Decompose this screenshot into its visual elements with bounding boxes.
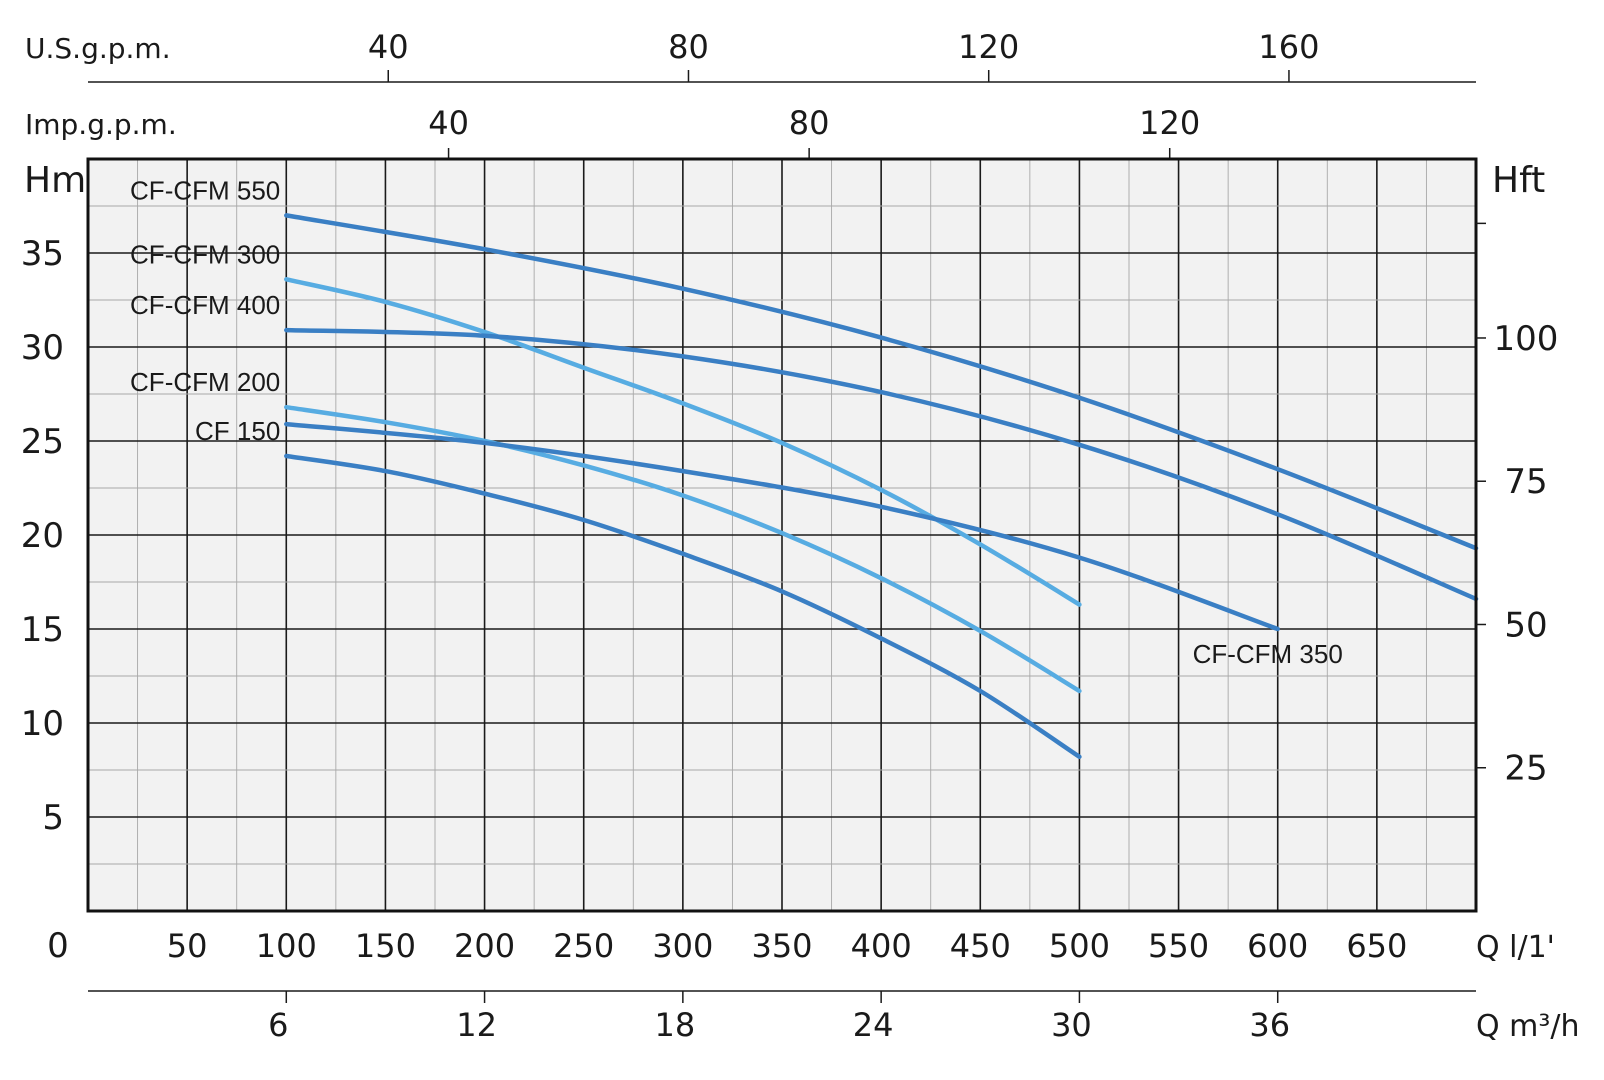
curve-cf-cfm-200	[284, 404, 1082, 694]
series-label-cf-cfm-300: CF-CFM 300	[130, 239, 280, 269]
q-lmin-tick-label: 600	[1247, 927, 1308, 965]
grid-lines	[88, 159, 1476, 911]
series-label-cf-cfm-200: CF-CFM 200	[130, 367, 280, 397]
imp-gpm-axis-label: Imp.g.p.m.	[25, 108, 177, 141]
imp-gpm-tick-label: 80	[789, 104, 830, 142]
q-m3h-tick-label: 12	[456, 1006, 497, 1044]
hm-tick-label: 30	[21, 328, 64, 368]
us-gpm-tick-label: 120	[958, 28, 1019, 66]
q-lmin-tick-label: 250	[553, 927, 614, 965]
q-lmin-tick-label: 100	[256, 927, 317, 965]
q-lmin-tick-label: 350	[751, 927, 812, 965]
curve-cf-cfm-550	[284, 213, 1479, 551]
pump-curves	[284, 213, 1479, 760]
hft-tick-label: 75	[1504, 462, 1547, 502]
q-lmin-axis-label: Q l/1'	[1476, 930, 1555, 965]
q-m3h-tick-label: 6	[268, 1006, 288, 1044]
series-label-cf-cfm-550: CF-CFM 550	[130, 175, 280, 205]
curve-cf-150	[284, 453, 1082, 760]
us-gpm-tick-label: 160	[1258, 28, 1319, 66]
q-lmin-tick-label: 550	[1148, 927, 1209, 965]
hm-axis-label: Hm	[24, 160, 86, 201]
q-m3h-tick-label: 30	[1051, 1006, 1092, 1044]
q-m3h-ticks: 6 12 18 24 30 36	[268, 991, 1290, 1044]
hm-tick-label: 10	[21, 704, 64, 744]
us-gpm-tick-label: 80	[668, 28, 709, 66]
hft-axis-label: Hft	[1492, 160, 1545, 201]
q-lmin-ticks: 50 100 150 200 250 300 350 400 450 500 550 600 650	[167, 927, 1408, 965]
hft-tick-label: 100	[1494, 319, 1559, 359]
us-gpm-axis-label: U.S.g.p.m.	[25, 32, 171, 65]
hft-ticks: 25 50 75 100	[1476, 222, 1559, 789]
q-lmin-tick-label: 650	[1346, 927, 1407, 965]
hft-tick-label: 25	[1504, 749, 1547, 789]
q-lmin-tick-label: 300	[652, 927, 713, 965]
hm-ticks: 5 10 15 20 25 30 35 0	[21, 234, 69, 966]
q-lmin-tick-label: 450	[950, 927, 1011, 965]
q-lmin-tick-label: 150	[355, 927, 416, 965]
hm-tick-label: 5	[42, 798, 64, 838]
origin-label: 0	[47, 926, 69, 966]
curve-cf-cfm-350	[284, 421, 1280, 632]
q-m3h-tick-label: 24	[853, 1006, 894, 1044]
q-m3h-tick-label: 36	[1249, 1006, 1290, 1044]
imp-gpm-tick-label: 120	[1139, 104, 1200, 142]
hm-tick-label: 20	[21, 516, 64, 556]
plot-frame	[86, 157, 1478, 913]
q-lmin-tick-label: 50	[167, 927, 208, 965]
hm-tick-label: 35	[21, 234, 64, 274]
series-label-cf-150: CF 150	[195, 416, 280, 446]
imp-gpm-tick-label: 40	[428, 104, 469, 142]
curve-cf-cfm-400	[284, 327, 1479, 602]
q-m3h-axis-label: Q m³/h	[1476, 1009, 1580, 1044]
series-label-cf-cfm-350: CF-CFM 350	[1193, 639, 1343, 669]
hm-tick-label: 25	[21, 422, 64, 462]
series-label-cf-cfm-400: CF-CFM 400	[130, 290, 280, 320]
q-lmin-tick-label: 200	[454, 927, 515, 965]
us-gpm-tick-label: 40	[368, 28, 409, 66]
imp-gpm-ticks: 40 80 120	[428, 104, 1200, 159]
hm-tick-label: 15	[21, 610, 64, 650]
hft-tick-label: 50	[1504, 605, 1547, 645]
series-labels: CF-CFM 550 CF-CFM 300 CF-CFM 400 CF-CFM 200…	[130, 175, 1343, 669]
q-lmin-tick-label: 500	[1049, 927, 1110, 965]
curve-cf-cfm-300	[284, 277, 1082, 607]
q-lmin-tick-label: 400	[851, 927, 912, 965]
q-m3h-tick-label: 18	[654, 1006, 695, 1044]
us-gpm-ticks: 40 80 120 160	[368, 28, 1319, 82]
